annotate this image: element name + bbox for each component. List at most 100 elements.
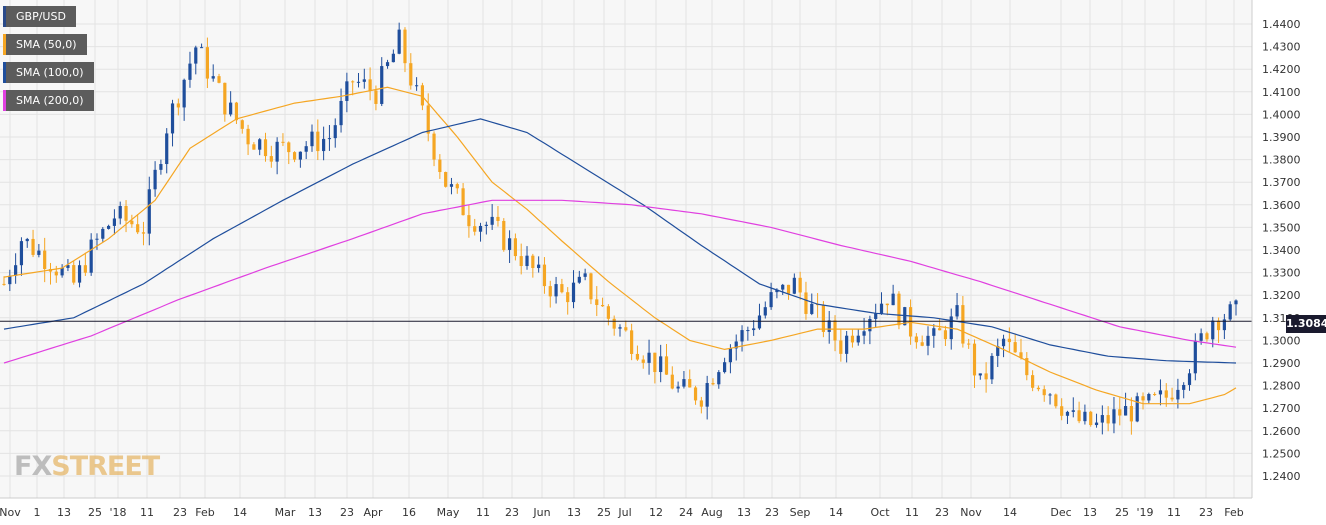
x-tick-label: 14 — [829, 506, 843, 519]
legend: GBP/USD SMA (50,0) SMA (100,0) SMA (200,… — [3, 6, 94, 118]
legend-swatch — [3, 34, 6, 55]
candle — [1060, 398, 1064, 421]
candle — [432, 131, 436, 167]
candle — [874, 303, 878, 328]
candle — [484, 221, 488, 235]
x-tick-label: Dec — [1050, 506, 1071, 519]
x-tick-label: Jul — [617, 506, 631, 519]
candle — [263, 132, 268, 162]
x-tick-label: 11 — [476, 506, 490, 519]
y-tick-label: 1.4100 — [1262, 86, 1301, 99]
candle — [589, 272, 593, 305]
y-tick-label: 1.3200 — [1262, 289, 1301, 302]
candle — [159, 159, 163, 175]
candle — [641, 355, 645, 369]
candle — [1065, 410, 1070, 424]
candle — [199, 43, 204, 49]
legend-label: SMA (200,0) — [16, 94, 84, 107]
candle — [1187, 369, 1192, 391]
candle — [647, 339, 651, 375]
x-tick-label: Aug — [701, 506, 722, 519]
candle — [124, 200, 128, 233]
candle — [606, 304, 610, 326]
candle — [926, 326, 930, 356]
x-tick-label: 13 — [1083, 506, 1097, 519]
y-tick-label: 1.3700 — [1262, 176, 1301, 189]
candle — [1019, 338, 1023, 360]
candle — [1228, 301, 1232, 322]
candle — [170, 99, 175, 147]
candle — [1118, 397, 1122, 426]
candle — [269, 145, 273, 168]
candle — [1112, 396, 1116, 434]
sma-50-line — [3, 86, 1237, 405]
candle — [176, 98, 180, 116]
candle — [310, 124, 314, 152]
candle — [240, 119, 244, 134]
candle — [252, 142, 256, 150]
x-tick-label: 23 — [765, 506, 779, 519]
candle — [1182, 382, 1186, 399]
candle — [31, 229, 35, 258]
candle — [1083, 404, 1087, 425]
candle — [1205, 331, 1209, 342]
candle — [461, 183, 465, 216]
legend-label: SMA (100,0) — [16, 66, 84, 79]
candle — [147, 176, 151, 246]
candle — [25, 237, 29, 248]
x-tick-label: Nov — [0, 506, 21, 519]
candle — [618, 324, 622, 337]
candle — [717, 370, 721, 389]
x-tick-label: Feb — [1224, 506, 1243, 519]
candle — [624, 320, 628, 332]
x-tick-label: '19 — [1136, 506, 1153, 519]
candle — [612, 315, 616, 336]
candle — [426, 93, 430, 142]
y-tick-label: 1.3900 — [1262, 131, 1301, 144]
candle — [827, 310, 831, 344]
candle — [362, 68, 366, 89]
x-tick-label: 24 — [679, 506, 693, 519]
candle — [688, 369, 692, 388]
candle — [8, 269, 12, 292]
candle — [1153, 392, 1157, 397]
x-tick-label: Apr — [363, 506, 383, 519]
x-tick-label: 14 — [1003, 506, 1017, 519]
candle — [955, 292, 959, 320]
candle — [938, 318, 942, 331]
candle — [478, 222, 483, 242]
candle — [693, 385, 698, 405]
candle — [1158, 379, 1163, 406]
candle — [868, 315, 872, 345]
legend-swatch — [3, 6, 6, 27]
candle — [1164, 383, 1168, 407]
candle — [223, 82, 227, 122]
candle — [682, 371, 686, 389]
candle — [566, 287, 570, 315]
x-tick-label: 11 — [1167, 506, 1181, 519]
candle — [542, 257, 547, 294]
candle — [77, 260, 82, 288]
candle — [351, 80, 355, 96]
y-tick-label: 1.3800 — [1262, 154, 1301, 167]
candle — [705, 375, 709, 420]
candle — [356, 72, 361, 88]
x-tick-label: '18 — [109, 506, 126, 519]
y-tick-label: 1.2400 — [1262, 470, 1301, 483]
candle — [118, 201, 122, 225]
candle — [473, 218, 477, 236]
candle — [194, 45, 198, 75]
legend-sma50: SMA (50,0) — [3, 34, 87, 55]
y-tick-label: 1.3000 — [1262, 334, 1301, 347]
candle — [757, 303, 762, 330]
candle — [14, 253, 18, 284]
candle — [2, 276, 6, 286]
candle — [1001, 334, 1006, 358]
candle — [304, 141, 308, 160]
candle — [89, 233, 93, 276]
candle — [525, 246, 529, 270]
y-tick-label: 1.4200 — [1262, 63, 1301, 76]
candle — [821, 301, 825, 338]
candle — [792, 273, 796, 295]
